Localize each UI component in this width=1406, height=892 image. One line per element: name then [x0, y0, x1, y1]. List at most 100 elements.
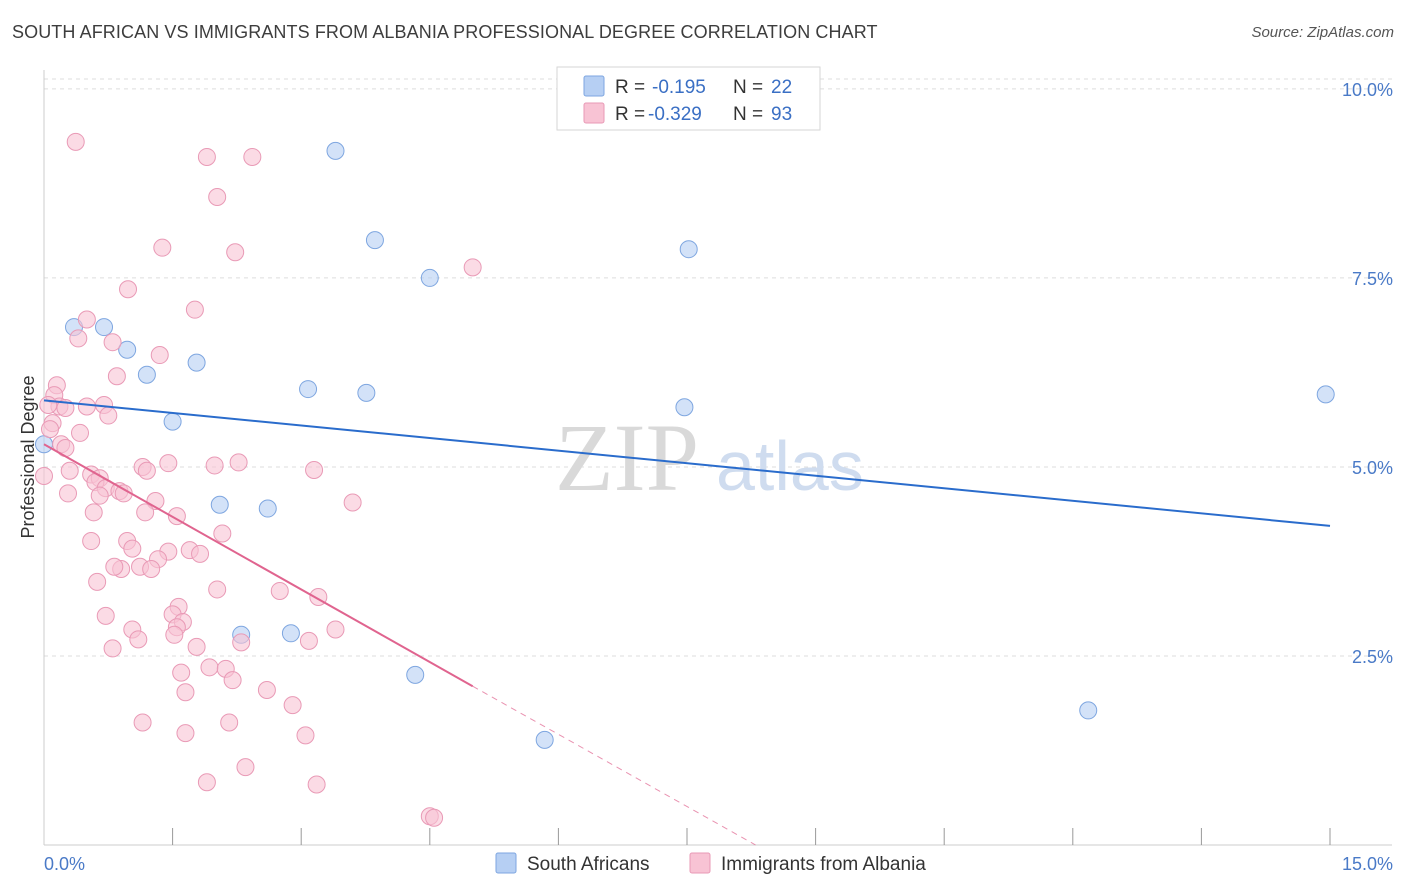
data-point: [133, 713, 152, 732]
chart-title: SOUTH AFRICAN VS IMMIGRANTS FROM ALBANIA…: [12, 22, 878, 42]
data-point: [1079, 701, 1098, 720]
y-tick-label: 2.5%: [1352, 647, 1393, 667]
data-point: [200, 658, 219, 677]
tick-labels: 2.5% 5.0% 7.5% 10.0% 0.0% 15.0%: [44, 80, 1393, 874]
data-point: [326, 620, 345, 639]
y-tick-label: 7.5%: [1352, 269, 1393, 289]
legend-r-value: -0.195: [652, 77, 706, 98]
data-point: [88, 572, 107, 591]
data-point: [105, 557, 124, 576]
grid-lines: [44, 78, 1392, 657]
data-point: [283, 696, 302, 715]
data-point: [137, 461, 156, 480]
data-point: [213, 524, 232, 543]
y-tick-label: 10.0%: [1342, 80, 1393, 100]
trend-lines: [43, 399, 1331, 846]
watermark: ZIP atlas: [555, 404, 864, 511]
data-point: [197, 773, 216, 792]
data-point: [299, 380, 318, 399]
legend-n-value: 22: [771, 77, 792, 98]
data-point: [99, 406, 118, 425]
data-point: [1316, 385, 1335, 404]
data-point: [118, 340, 137, 359]
data-point: [270, 581, 289, 600]
legend-label-immigrants-albania: Immigrants from Albania: [721, 854, 926, 875]
data-point: [223, 671, 242, 690]
legend-r-label: R =: [615, 104, 645, 125]
data-point: [142, 560, 161, 579]
data-point: [258, 499, 277, 518]
data-point: [535, 730, 554, 749]
legend-n-value: 93: [771, 104, 792, 125]
series-immigrants-albania: [35, 132, 482, 827]
data-point: [82, 532, 101, 551]
legend-swatch-immigrants-albania: [583, 102, 605, 124]
data-point: [176, 683, 195, 702]
data-point: [232, 633, 251, 652]
data-point: [77, 397, 96, 416]
data-point: [35, 467, 53, 486]
data-point: [208, 580, 227, 599]
data-point: [60, 461, 79, 480]
data-point: [96, 606, 115, 625]
data-point: [165, 625, 184, 644]
data-point: [172, 663, 191, 682]
legend-swatch-immigrants-albania: [689, 852, 711, 874]
trend-line-extension-immigrants-albania: [472, 685, 756, 846]
data-point: [150, 346, 169, 365]
data-point: [236, 758, 255, 777]
legend-label-south-africans: South Africans: [527, 854, 650, 875]
legend-r-label: R =: [615, 77, 645, 98]
data-point: [420, 268, 439, 287]
data-point: [463, 258, 482, 277]
data-point: [66, 132, 85, 151]
data-point: [229, 453, 248, 472]
data-point: [39, 395, 58, 414]
data-point: [129, 630, 148, 649]
data-point: [77, 310, 96, 329]
trend-line-immigrants-albania: [43, 443, 474, 688]
data-point: [296, 726, 315, 745]
y-tick-label: 5.0%: [1352, 458, 1393, 478]
data-point: [69, 329, 88, 348]
data-point: [299, 631, 318, 650]
data-point: [103, 639, 122, 658]
data-point: [185, 300, 204, 319]
data-point: [167, 507, 186, 526]
data-point: [243, 147, 262, 166]
data-point: [281, 624, 300, 643]
data-point: [119, 280, 138, 299]
legend-n-label: N =: [733, 104, 763, 125]
data-point: [307, 775, 326, 794]
data-point: [84, 503, 103, 522]
x-tick-label: 0.0%: [44, 854, 85, 874]
data-point: [59, 484, 78, 503]
data-point: [191, 544, 210, 563]
data-point: [226, 243, 245, 262]
data-point: [107, 367, 126, 386]
x-tick-label: 15.0%: [1342, 854, 1393, 874]
data-point: [90, 486, 109, 505]
data-point: [357, 383, 376, 402]
data-point: [187, 637, 206, 656]
source-label: Source: ZipAtlas.com: [1251, 24, 1394, 41]
data-point: [176, 724, 195, 743]
data-point: [197, 147, 216, 166]
data-point: [95, 318, 114, 337]
data-point: [208, 188, 227, 207]
data-point: [153, 238, 172, 257]
trend-line-south-africans: [43, 399, 1331, 527]
data-point: [187, 353, 206, 372]
legend-swatch-south-africans: [495, 852, 517, 874]
data-point: [305, 460, 324, 479]
legend-swatch-south-africans: [583, 75, 605, 97]
data-point: [210, 495, 229, 514]
legend-bottom: South Africans Immigrants from Albania: [495, 852, 926, 875]
data-point: [257, 681, 276, 699]
data-point: [425, 808, 444, 827]
legend-r-value: -0.329: [648, 104, 702, 125]
data-point: [136, 503, 155, 522]
data-point: [675, 398, 694, 417]
legend-n-label: N =: [733, 77, 763, 98]
